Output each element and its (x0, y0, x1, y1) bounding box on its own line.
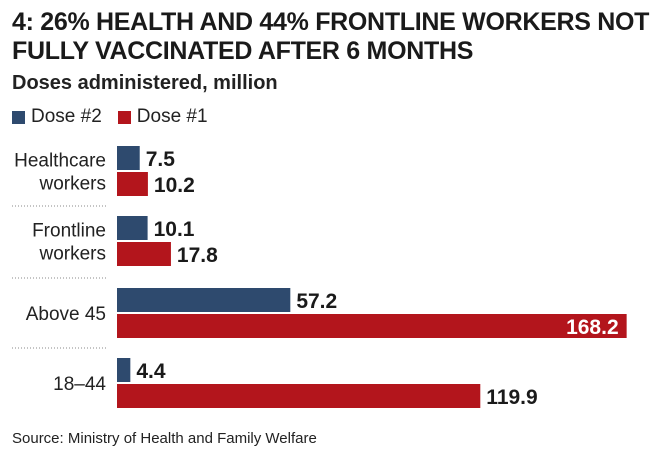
legend-swatch-dose1 (117, 110, 131, 124)
bar-dose2 (117, 146, 140, 170)
bar-dose1 (117, 172, 148, 196)
legend: Dose #2 Dose #1 (12, 106, 224, 128)
bar-dose2 (117, 358, 131, 382)
category-label: 18–44 (53, 374, 106, 395)
chart-title: 4: 26% HEALTH AND 44% FRONTLINE WORKERS … (12, 8, 650, 65)
bar-dose2 (117, 288, 291, 312)
category-label: workers (38, 244, 106, 265)
category-label: Healthcare (14, 151, 106, 172)
legend-label-dose2: Dose #2 (31, 106, 102, 127)
value-label: 57.2 (296, 290, 337, 313)
category-label: Frontline (32, 221, 106, 242)
value-label: 119.9 (486, 386, 537, 409)
category-label: Above 45 (26, 304, 106, 325)
chart-subtitle: Doses administered, million (12, 72, 278, 94)
legend-swatch-dose2 (12, 110, 25, 124)
legend-item-dose2: Dose #2 (12, 106, 102, 128)
value-label: 10.2 (154, 174, 195, 197)
value-label: 17.8 (177, 244, 218, 267)
legend-item-dose1: Dose #1 (117, 106, 208, 128)
bar-dose1 (117, 314, 627, 338)
category-label: workers (38, 174, 106, 195)
bar-dose1 (117, 384, 481, 408)
value-label: 10.1 (154, 218, 195, 241)
bar-dose1 (117, 242, 171, 266)
value-label: 7.5 (146, 148, 176, 171)
source-note: Source: Ministry of Health and Family We… (12, 430, 317, 447)
value-label: 168.2 (566, 316, 619, 339)
value-label: 4.4 (136, 360, 166, 383)
bar-dose2 (117, 216, 148, 240)
legend-label-dose1: Dose #1 (136, 106, 208, 127)
